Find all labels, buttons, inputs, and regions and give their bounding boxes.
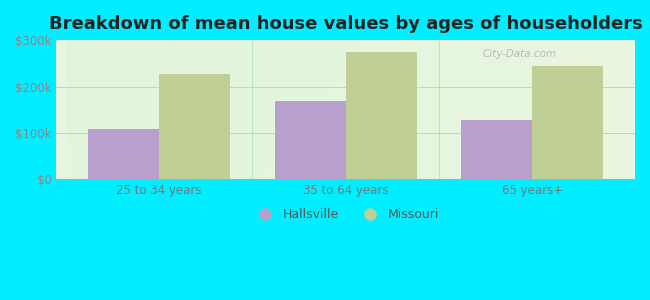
- Bar: [88, 129, 159, 179]
- Bar: [159, 74, 230, 179]
- Text: City-Data.com: City-Data.com: [482, 49, 556, 59]
- Bar: [532, 66, 603, 179]
- Bar: [462, 120, 532, 179]
- Legend: Hallsville, Missouri: Hallsville, Missouri: [248, 203, 444, 226]
- Title: Breakdown of mean house values by ages of householders: Breakdown of mean house values by ages o…: [49, 15, 643, 33]
- Bar: [346, 52, 417, 179]
- Bar: [275, 101, 346, 179]
